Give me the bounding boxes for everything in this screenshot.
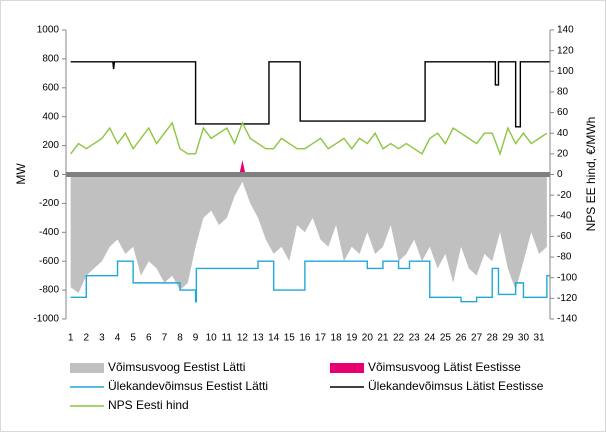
x-tick-label: 6: [146, 333, 152, 344]
area: [239, 160, 246, 175]
x-tick-label: 19: [346, 333, 358, 344]
plot-area: [66, 61, 550, 303]
y2-tick-label: -120: [557, 293, 577, 304]
y2-tick-label: -60: [557, 231, 572, 242]
legend-label: Ülekandevõimsus Eestist Lätti: [108, 379, 268, 393]
y-tick-label: -400: [39, 227, 59, 238]
y2-tick-label: -100: [557, 272, 577, 283]
x-tick-label: 17: [315, 333, 327, 344]
y2-axis-label: NPS EE hind, €/MWh: [584, 117, 598, 232]
y-tick-label: -1000: [33, 314, 59, 325]
y-tick-label: 1000: [37, 25, 60, 36]
legend-swatch: [330, 363, 364, 373]
y-tick-label: 200: [42, 140, 59, 151]
y-tick-label: -200: [39, 198, 59, 209]
x-tick-label: 4: [115, 333, 121, 344]
x-tick-label: 16: [299, 333, 311, 344]
x-tick-label: 28: [487, 333, 499, 344]
x-tick-label: 12: [237, 333, 249, 344]
x-tick-label: 9: [193, 333, 199, 344]
x-tick-label: 26: [455, 333, 467, 344]
legend-label: Võimsusvoog Eestist Lätti: [108, 360, 245, 374]
y2-tick-label: 20: [557, 148, 569, 159]
x-tick-label: 10: [206, 333, 218, 344]
x-tick-label: 30: [518, 333, 530, 344]
y-tick-label: 800: [42, 54, 59, 65]
y-axis-label: MW: [14, 163, 28, 185]
x-tick-label: 5: [130, 333, 136, 344]
line: [70, 121, 548, 157]
line: [70, 260, 550, 303]
legend-swatch: [70, 363, 104, 373]
x-tick-label: 29: [502, 333, 514, 344]
x-tick-label: 13: [252, 333, 264, 344]
legend-label: Ülekandevõimsus Lätist Eestisse: [368, 379, 544, 393]
y-tick-label: 400: [42, 111, 59, 122]
legend-label: Võimsusvoog Lätist Eestisse: [368, 360, 521, 374]
x-tick-label: 25: [440, 333, 452, 344]
y2-tick-label: -20: [557, 190, 572, 201]
x-tick-label: 3: [99, 333, 105, 344]
x-tick-label: 1: [68, 333, 74, 344]
y2-tick-label: -40: [557, 210, 572, 221]
y2-tick-label: 100: [557, 66, 574, 77]
x-tick-label: 27: [471, 333, 483, 344]
area: [70, 174, 547, 293]
y2-tick-label: 60: [557, 107, 569, 118]
y2-tick-label: -80: [557, 252, 572, 263]
x-tick-label: 22: [393, 333, 405, 344]
x-tick-label: 18: [331, 333, 343, 344]
x-tick-label: 14: [268, 333, 280, 344]
x-tick-label: 21: [377, 333, 389, 344]
x-tick-label: 8: [177, 333, 183, 344]
y2-tick-label: 120: [557, 45, 574, 56]
y2-tick-label: 0: [557, 169, 563, 180]
y-tick-label: -600: [39, 256, 59, 267]
y-tick-label: -800: [39, 285, 59, 296]
y2-tick-label: 80: [557, 87, 569, 98]
y2-tick-label: 140: [557, 25, 574, 36]
x-tick-label: 23: [409, 333, 421, 344]
x-tick-label: 31: [534, 333, 546, 344]
x-tick-label: 7: [162, 333, 168, 344]
x-tick-label: 2: [84, 333, 90, 344]
x-tick-label: 11: [222, 333, 233, 344]
y2-tick-label: 40: [557, 128, 569, 139]
y2-tick-label: -140: [557, 314, 577, 325]
legend-label: NPS Eesti hind: [108, 398, 189, 412]
x-tick-label: 20: [362, 333, 374, 344]
y-tick-label: 0: [53, 169, 59, 180]
line: [70, 61, 550, 128]
y-tick-label: 600: [42, 82, 59, 93]
x-tick-label: 24: [424, 333, 436, 344]
x-tick-label: 15: [284, 333, 296, 344]
